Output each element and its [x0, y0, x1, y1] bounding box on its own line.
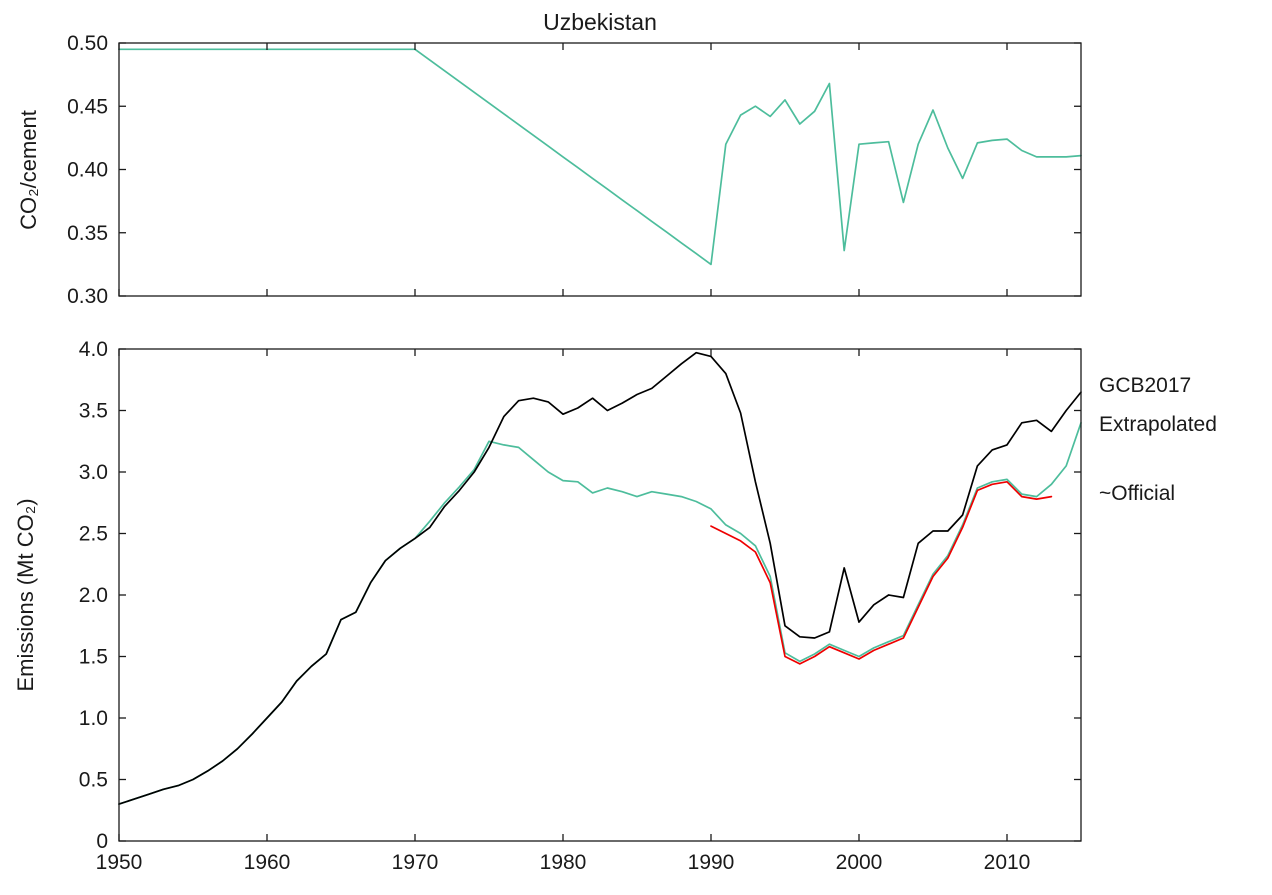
series-extrapolated [118, 48, 1082, 266]
bottom-y-axis-label: Emissions (Mt CO₂) [13, 498, 38, 691]
ratio-plot: 0.30 0.35 0.40 0.45 0.50 [67, 32, 1082, 308]
y-tick-label: 2.5 [79, 523, 108, 546]
y-tick-label: 0.45 [67, 95, 108, 118]
x-tick-label: 1980 [540, 851, 587, 874]
series--official [710, 480, 1053, 665]
legend-entry-official: ~Official [1099, 482, 1175, 505]
x-tick-label: 1990 [688, 851, 735, 874]
y-tick-label: 0 [96, 830, 108, 853]
legend-entry-gcb2017: GCB2017 [1099, 374, 1191, 397]
axes-box [118, 348, 1082, 842]
x-tick-label: 1970 [392, 851, 439, 874]
y-tick-label: 0.35 [67, 222, 108, 245]
x-tick-label: 1960 [244, 851, 291, 874]
y-tick-label: 0.5 [79, 769, 108, 792]
y-tick-label: 0.40 [67, 159, 108, 182]
y-tick-label: 0.30 [67, 285, 108, 308]
emissions-plot: 1950 1960 1970 1980 1990 2000 2010 0 0.5 1.0 1.5 2.… [79, 338, 1082, 874]
axes-box [118, 42, 1082, 297]
chart-title: Uzbekistan [543, 9, 657, 35]
y-tick-label: 1.0 [79, 707, 108, 730]
y-tick-label: 2.0 [79, 584, 108, 607]
y-tick-label: 0.50 [67, 32, 108, 55]
y-tick-label: 1.5 [79, 646, 108, 669]
y-tick-label: 3.0 [79, 461, 108, 484]
x-tick-label: 2010 [984, 851, 1031, 874]
x-tick-label: 2000 [836, 851, 883, 874]
legend: GCB2017 Extrapolated ~Official [1099, 374, 1217, 505]
y-tick-label: 3.5 [79, 400, 108, 423]
legend-entry-extrapolated: Extrapolated [1099, 413, 1217, 436]
series-gcb2017 [118, 351, 1082, 805]
y-tick-label: 4.0 [79, 338, 108, 361]
x-tick-label: 1950 [96, 851, 143, 874]
series-extrapolated [118, 421, 1082, 805]
top-y-axis-label: CO₂/cement [16, 110, 41, 230]
